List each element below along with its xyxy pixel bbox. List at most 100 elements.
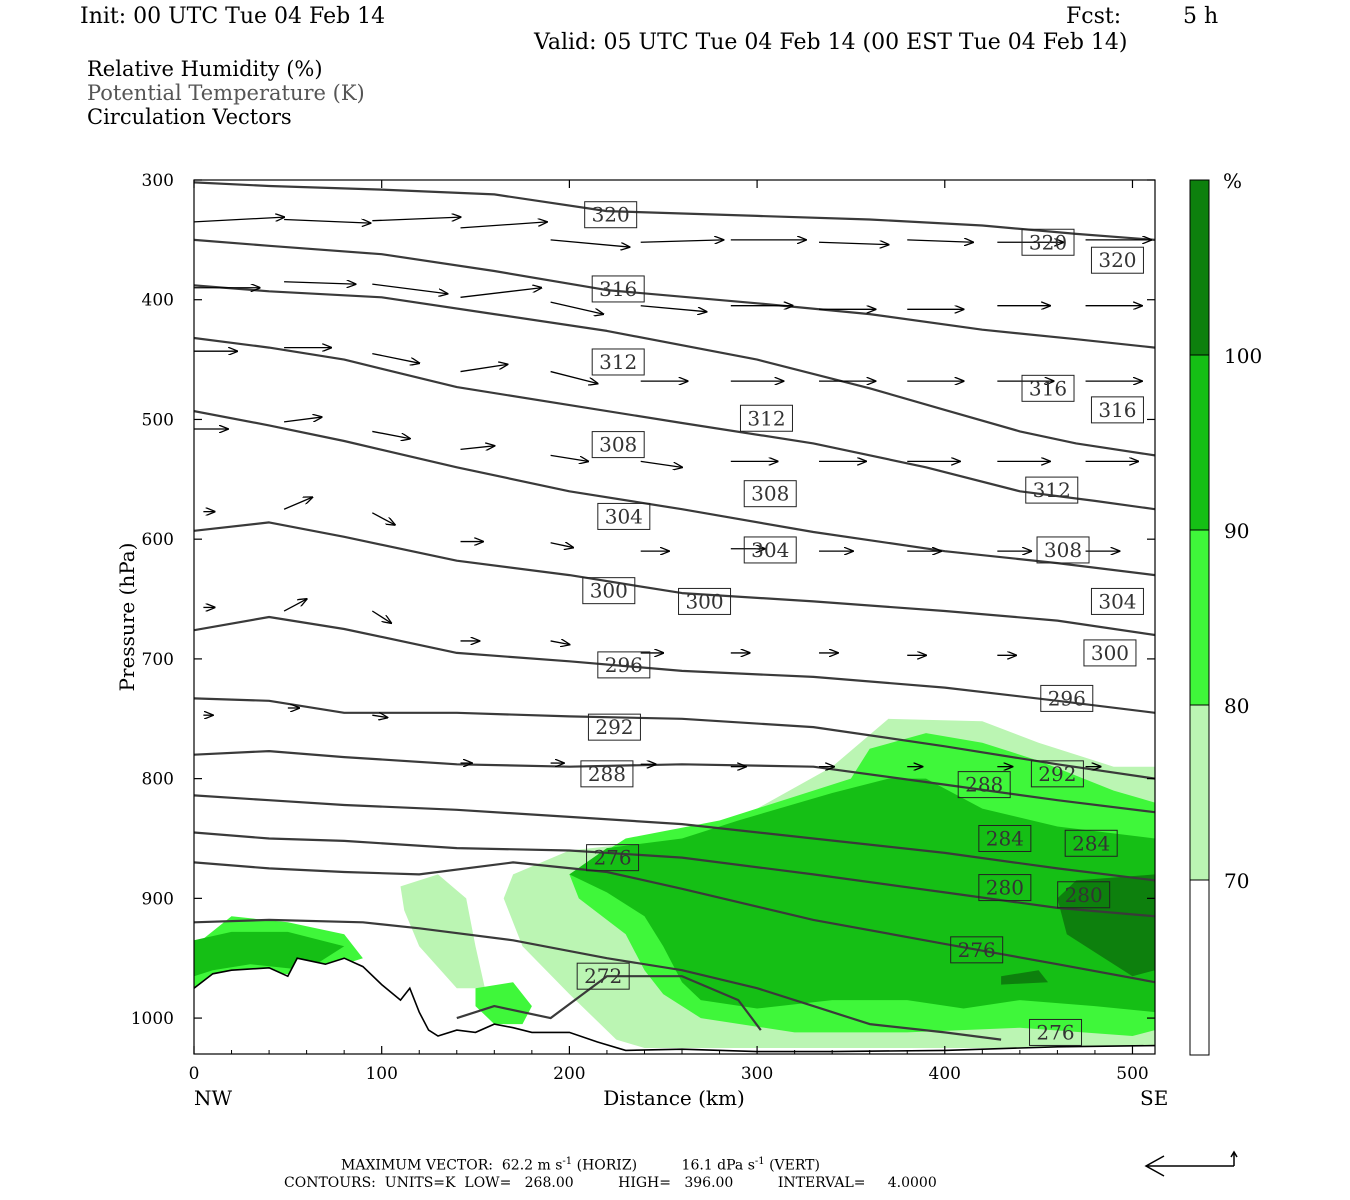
contour-label: 320: [1090, 246, 1144, 274]
circulation-vector: [283, 497, 312, 510]
contour-label: 316: [1021, 374, 1075, 402]
circulation-vector: [372, 512, 395, 525]
terrain-line: [194, 957, 1155, 1053]
isentrope-300: [194, 615, 1155, 714]
contour-label: 296: [597, 651, 651, 679]
contour-label-text: 320: [592, 203, 630, 227]
y-tick-label: 900: [142, 889, 174, 909]
contour-label-text: 300: [1091, 641, 1129, 665]
isentrope-288: [194, 794, 1155, 882]
forecast-hour: 5 h: [1183, 4, 1219, 29]
contour-label-box: [582, 577, 636, 605]
contour-label-box: [1040, 684, 1094, 712]
plot-frame: [193, 179, 1156, 1055]
y-axis-label: Pressure (hPa): [115, 543, 139, 692]
rh-region-80: [475, 982, 532, 1025]
contour-label-box: [1083, 639, 1137, 667]
circulation-vector: [284, 220, 370, 224]
exp-vert: -1: [754, 1156, 765, 1167]
contour-label-box: [1021, 228, 1075, 256]
contour-label: 312: [591, 348, 645, 376]
contour-label-text: 316: [599, 277, 637, 301]
max-vector-prefix: MAXIMUM VECTOR: 62.2 m s: [341, 1157, 563, 1174]
contour-label-text: 304: [605, 504, 643, 528]
colorbar-segment: [1190, 530, 1209, 705]
isentrope-contours: [194, 181, 1155, 1041]
contour-label-text: 300: [685, 589, 723, 613]
colorbar-segment: [1190, 180, 1209, 355]
contour-label-text: 320: [1098, 248, 1136, 272]
max-vector-suffix: (VERT): [764, 1157, 820, 1174]
relative-humidity-fill: [194, 718, 1155, 1048]
contour-label: 288: [957, 771, 1011, 799]
contour-label-box: [739, 404, 793, 432]
contour-label-box: [1030, 760, 1084, 788]
below-ground-mask: [194, 958, 1155, 1054]
isentrope-292: [194, 749, 1155, 814]
circulation-vector: [371, 610, 391, 623]
contour-label-text: 280: [986, 876, 1024, 900]
contour-label-box: [586, 844, 640, 872]
y-tick-label: 600: [142, 530, 174, 550]
circulation-vector: [283, 599, 307, 612]
contour-label: 312: [1025, 476, 1079, 504]
contour-label: 304: [597, 502, 651, 530]
circulation-vector: [372, 352, 419, 364]
contour-label: 316: [591, 275, 645, 303]
contour-label-text: 312: [599, 350, 637, 374]
contour-label-box: [580, 760, 634, 788]
isentrope-320: [194, 238, 1155, 349]
contour-label: 300: [678, 587, 732, 615]
rh-region-100: [1057, 874, 1155, 977]
contour-label: 300: [1083, 639, 1137, 667]
contour-label-text: 320: [1029, 230, 1067, 254]
circulation-vector: [550, 454, 589, 461]
contour-label: 284: [1064, 829, 1118, 857]
contour-label: 320: [1021, 228, 1075, 256]
contour-label-box: [591, 431, 645, 459]
contour-label-box: [978, 874, 1032, 902]
legend-circulation-vectors: Circulation Vectors: [87, 105, 292, 129]
contour-label-box: [1090, 587, 1144, 615]
max-vector-info: MAXIMUM VECTOR: 62.2 m s-1 (HORIZ) 16.1 …: [341, 1156, 820, 1174]
circulation-vector: [460, 364, 508, 373]
x-right-direction: SE: [1140, 1086, 1168, 1110]
contour-label: 300: [582, 577, 636, 605]
circulation-vector: [640, 460, 682, 467]
contour-label-box: [1025, 476, 1079, 504]
contour-labels: 320 320 320 316 316 316 312 312 312 308 308 308 304 3…: [576, 201, 1144, 1046]
circulation-vectors: [194, 217, 1151, 767]
circulation-vector: [550, 301, 604, 314]
y-tick-label: 800: [142, 770, 174, 790]
isentrope-276: [194, 918, 1002, 1041]
isentrope-308: [194, 410, 1155, 577]
contour-label-box: [597, 502, 651, 530]
init-time: Init: 00 UTC Tue 04 Feb 14: [80, 4, 386, 29]
isentrope-272: [456, 975, 762, 1031]
contour-label: 280: [1057, 881, 1111, 909]
contour-label-text: 296: [1048, 686, 1086, 710]
circulation-vector: [550, 543, 574, 548]
contour-label-text: 312: [1033, 478, 1071, 502]
contour-label: 316: [1090, 396, 1144, 424]
contour-label-text: 292: [1038, 762, 1076, 786]
circulation-vector: [284, 417, 322, 423]
isentrope-304: [194, 521, 1155, 637]
contour-label: 292: [1030, 760, 1084, 788]
y-tick-label: 700: [142, 650, 174, 670]
contour-label: 280: [978, 874, 1032, 902]
contour-label-text: 308: [751, 482, 789, 506]
colorbar-segment: [1190, 355, 1209, 530]
isentrope-320: [194, 181, 1155, 241]
contour-label: 320: [584, 201, 638, 229]
contour-label-text: 296: [605, 653, 643, 677]
x-tick-label: 500: [1116, 1064, 1148, 1084]
contour-label-text: 304: [751, 538, 789, 562]
x-left-direction: NW: [194, 1086, 233, 1110]
circulation-vector: [460, 446, 495, 450]
x-tick-label: 400: [929, 1064, 961, 1084]
x-tick-label: 0: [189, 1064, 200, 1084]
isentrope-280: [194, 861, 1155, 984]
y-tick-label: 400: [142, 291, 174, 311]
x-axis-label: Distance (km): [603, 1086, 745, 1110]
